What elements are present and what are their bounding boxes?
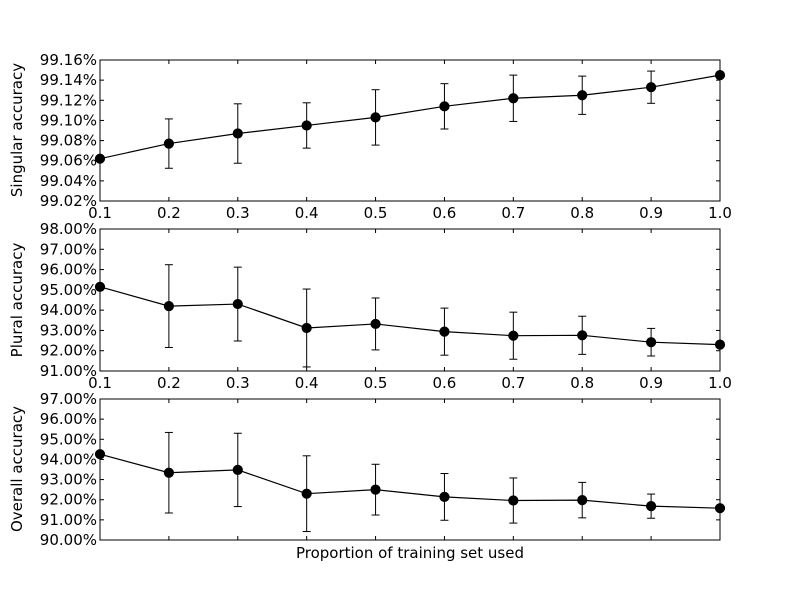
- x-tick-label: 0.3: [226, 204, 250, 222]
- x-tick-label: 0.9: [639, 204, 663, 222]
- data-point: [232, 128, 243, 139]
- data-point: [94, 449, 106, 460]
- x-tick-label: 0.5: [364, 374, 388, 392]
- x-tick-label: 0.8: [570, 374, 594, 392]
- data-point: [439, 491, 450, 502]
- data-point: [370, 484, 381, 495]
- x-tick-label: 0.9: [639, 374, 663, 392]
- plot-frame: [99, 59, 721, 202]
- data-point: [301, 488, 312, 499]
- x-tick-label: 0.4: [295, 374, 319, 392]
- y-tick-label: 99.12%: [40, 91, 97, 109]
- y-tick-label: 99.06%: [40, 152, 97, 170]
- x-tick-label: 0.1: [88, 204, 112, 222]
- data-point: [646, 501, 657, 512]
- data-point: [163, 467, 174, 478]
- data-point: [301, 322, 312, 334]
- y-tick-label: 95.00%: [40, 430, 97, 448]
- y-tick-label: 99.14%: [40, 71, 97, 89]
- data-point: [577, 495, 588, 506]
- x-tick-label: 0.7: [501, 204, 525, 222]
- x-tick-label: 0.6: [433, 374, 457, 392]
- x-tick-label: 1.0: [708, 204, 732, 222]
- data-point: [508, 330, 519, 341]
- x-tick-label: 0.1: [88, 374, 112, 392]
- y-tick-label: 91.00%: [40, 362, 97, 380]
- data-point: [714, 339, 726, 350]
- x-tick-label: 0.6: [433, 204, 457, 222]
- y-axis-label: Plural accuracy: [8, 243, 26, 358]
- overall-accuracy-panel: Overall accuracy Proportion of training …: [8, 390, 726, 562]
- x-tick-label: 0.2: [157, 374, 181, 392]
- data-point: [163, 138, 174, 149]
- y-tick-label: 97.00%: [40, 240, 97, 258]
- y-tick-label: 90.00%: [40, 531, 97, 549]
- y-tick-label: 93.00%: [40, 471, 97, 489]
- data-point: [439, 101, 450, 112]
- series-line: [99, 74, 721, 160]
- x-tick-label: 0.4: [295, 204, 319, 222]
- series-line: [99, 453, 721, 509]
- data-point: [232, 298, 243, 310]
- y-tick-label: 99.08%: [40, 132, 97, 150]
- y-tick-label: 94.00%: [40, 450, 97, 468]
- y-tick-label: 99.02%: [40, 192, 97, 210]
- y-tick-label: 99.16%: [40, 51, 97, 69]
- y-tick-label: 91.00%: [40, 511, 97, 529]
- y-tick-label: 99.10%: [40, 111, 97, 129]
- x-tick-label: 0.7: [501, 374, 525, 392]
- x-tick-label: 0.5: [364, 204, 388, 222]
- data-point: [577, 90, 588, 101]
- x-axis-label: Proportion of training set used: [296, 544, 524, 562]
- data-point: [370, 318, 381, 330]
- x-tick-label: 0.2: [157, 204, 181, 222]
- plural-accuracy-panel: Plural accuracy 91.00% 92.00% 93.00% 94.00%…: [8, 220, 732, 392]
- y-tick-label: 97.00%: [40, 390, 97, 408]
- singular-accuracy-panel: Singular accuracy 99.02% 99.04% 99.06% 99.0…: [8, 51, 732, 222]
- y-axis-label: Overall accuracy: [8, 406, 26, 532]
- y-tick-label: 98.00%: [40, 220, 97, 238]
- data-point: [577, 330, 588, 341]
- y-tick-label: 95.00%: [40, 281, 97, 299]
- y-tick-label: 99.04%: [40, 172, 97, 190]
- plot-frame: [99, 228, 721, 372]
- y-tick-label: 92.00%: [40, 491, 97, 509]
- data-point: [439, 326, 450, 337]
- data-point: [163, 300, 174, 312]
- data-point: [301, 120, 312, 131]
- y-tick-label: 94.00%: [40, 301, 97, 319]
- data-point: [94, 281, 106, 292]
- plot-frame: [99, 398, 721, 541]
- y-tick-label: 96.00%: [40, 261, 97, 279]
- data-point: [94, 153, 106, 164]
- data-point: [508, 495, 519, 506]
- data-point: [714, 70, 726, 81]
- y-tick-label: 92.00%: [40, 342, 97, 360]
- series-line: [99, 286, 721, 346]
- x-tick-label: 0.8: [570, 204, 594, 222]
- x-tick-label: 1.0: [708, 374, 732, 392]
- x-tick-label: 0.3: [226, 374, 250, 392]
- y-tick-label: 93.00%: [40, 321, 97, 339]
- data-point: [646, 337, 657, 348]
- y-tick-label: 96.00%: [40, 410, 97, 428]
- data-point: [714, 503, 726, 514]
- data-point: [646, 82, 657, 93]
- data-point: [370, 112, 381, 123]
- data-point: [508, 93, 519, 104]
- y-axis-label: Singular accuracy: [8, 63, 26, 197]
- data-point: [232, 464, 243, 476]
